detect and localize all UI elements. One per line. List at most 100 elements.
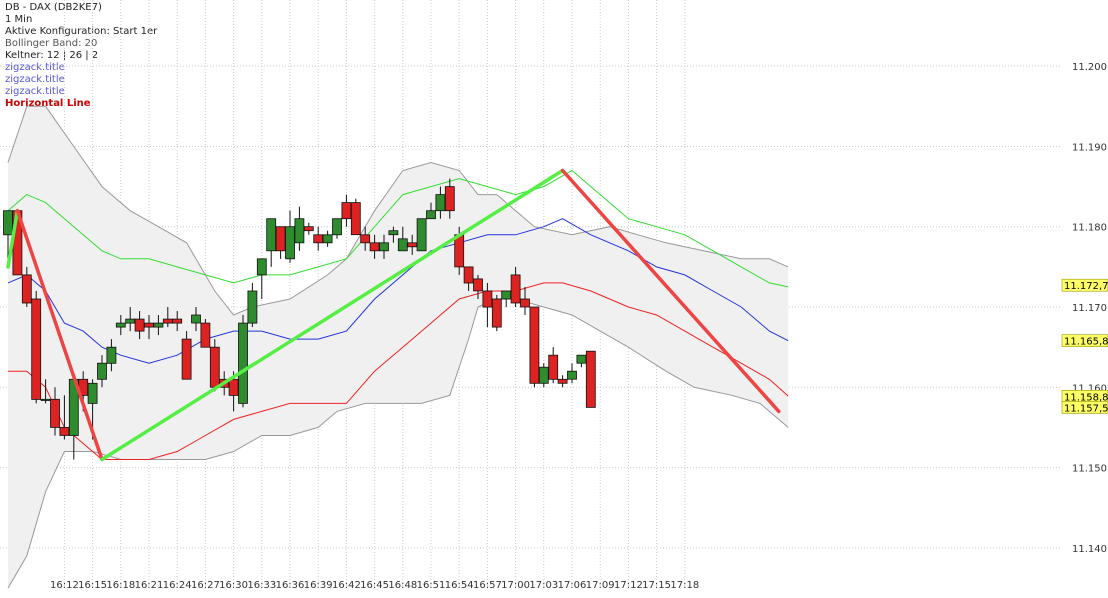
price-tag-label: 11.157,5 [1064, 403, 1108, 414]
candle-down [463, 266, 474, 291]
candle-up [379, 234, 389, 259]
bollinger-band-fill [8, 106, 789, 589]
candle-up [426, 202, 436, 220]
candle-down [557, 375, 568, 388]
x-tick-label: 16:27 [191, 580, 220, 591]
indicator-label[interactable]: Horizontal Line [5, 98, 91, 109]
candle-up [567, 363, 577, 384]
price-tag: 11.157,5 [1061, 401, 1108, 414]
candle-body [200, 322, 211, 348]
x-tick-label: 16:45 [360, 580, 389, 591]
x-tick-label: 16:57 [473, 580, 502, 591]
price-tag-box [1061, 401, 1108, 414]
candle-up [538, 363, 549, 388]
candle-up [125, 307, 136, 332]
candle-body [40, 398, 51, 401]
candle-body [538, 366, 549, 384]
candle-body [275, 226, 286, 252]
candle-up [256, 258, 267, 299]
candle-body [529, 306, 540, 384]
indicator-label[interactable]: Keltner: 12 | 26 | 2 [5, 50, 99, 61]
candle-body [332, 218, 342, 236]
price-tag: 11.172,72 [1061, 278, 1108, 292]
candle-body [172, 318, 183, 324]
candle-body [181, 338, 192, 380]
indicator-label[interactable]: zigzack.title [5, 74, 65, 85]
candle-down [275, 226, 286, 259]
candle-down [200, 319, 211, 348]
candle-body [322, 234, 333, 244]
candle-body [50, 398, 60, 428]
candle-body [115, 322, 126, 328]
candle-body [426, 210, 436, 220]
candle-down [172, 311, 183, 332]
candle-body [520, 298, 530, 308]
configuration-label: Aktive Konfiguration: Start 1er [5, 26, 158, 37]
candle-body [21, 274, 32, 304]
candle-down [303, 222, 314, 235]
indicator-label[interactable]: Bollinger Band: 20 [5, 38, 98, 49]
candle-body [454, 234, 465, 268]
candle-up [191, 307, 201, 332]
candle-body [369, 242, 380, 252]
x-tick-label: 17:12 [614, 580, 643, 591]
price-tag-label: 11.172,72 [1064, 281, 1108, 292]
indicator-label[interactable]: zigzack.title [5, 86, 65, 97]
candle-body [303, 226, 314, 232]
candle-down [360, 226, 371, 251]
x-tick-label: 16:21 [135, 580, 164, 591]
candle-body [350, 202, 361, 236]
candle-body [313, 234, 324, 244]
zigzag-line-down [560, 168, 781, 414]
candle-down [529, 306, 540, 388]
x-tick-label: 17:00 [501, 580, 530, 591]
candles [3, 178, 596, 460]
candle-down [50, 387, 60, 436]
y-tick-label: 11.190 [1072, 142, 1107, 153]
candle-down [585, 350, 596, 408]
candle-body [106, 346, 117, 364]
candle-body [97, 362, 107, 380]
candle-down [473, 274, 483, 299]
candle-up [106, 339, 117, 372]
candle-body [557, 378, 568, 384]
candle-body [59, 426, 70, 436]
y-tick-label: 11.180 [1072, 223, 1107, 234]
candle-body [87, 382, 98, 404]
candle-body [228, 378, 239, 396]
price-tag-label: 11.158,88 [1064, 392, 1108, 403]
candle-body [256, 258, 267, 276]
candle-down [313, 226, 324, 251]
candle-up [97, 355, 107, 388]
y-tick-label: 11.150 [1072, 464, 1107, 475]
candle-body [341, 202, 352, 220]
x-tick-label: 17:06 [558, 580, 587, 591]
candle-body [576, 354, 587, 364]
candle-up [266, 218, 277, 267]
candle-body [191, 314, 201, 324]
candle-down [181, 331, 192, 380]
candle-body [388, 230, 399, 236]
y-tick-label: 11.200 [1072, 62, 1107, 73]
candle-up [332, 218, 342, 239]
candle-up [40, 379, 51, 404]
x-tick-label: 16:15 [78, 580, 107, 591]
candle-body [444, 186, 455, 212]
x-tick-label: 17:18 [670, 580, 699, 591]
candle-body [585, 350, 596, 408]
candle-body [125, 318, 136, 324]
candle-up [501, 290, 512, 308]
x-tick-label: 17:03 [529, 580, 558, 591]
x-tick-label: 16:12 [50, 580, 79, 591]
candle-up [294, 206, 305, 251]
price-tag-label: 11.165,80 [1064, 337, 1108, 348]
candle-down [209, 339, 220, 392]
indicator-label[interactable]: zigzack.title [5, 62, 65, 73]
x-tick-label: 16:33 [247, 580, 276, 591]
x-tick-label: 16:18 [106, 580, 135, 591]
candle-body [463, 266, 474, 284]
y-tick-label: 11.140 [1072, 544, 1107, 555]
candle-up [397, 226, 408, 252]
keltner-middle-line [7, 218, 789, 364]
